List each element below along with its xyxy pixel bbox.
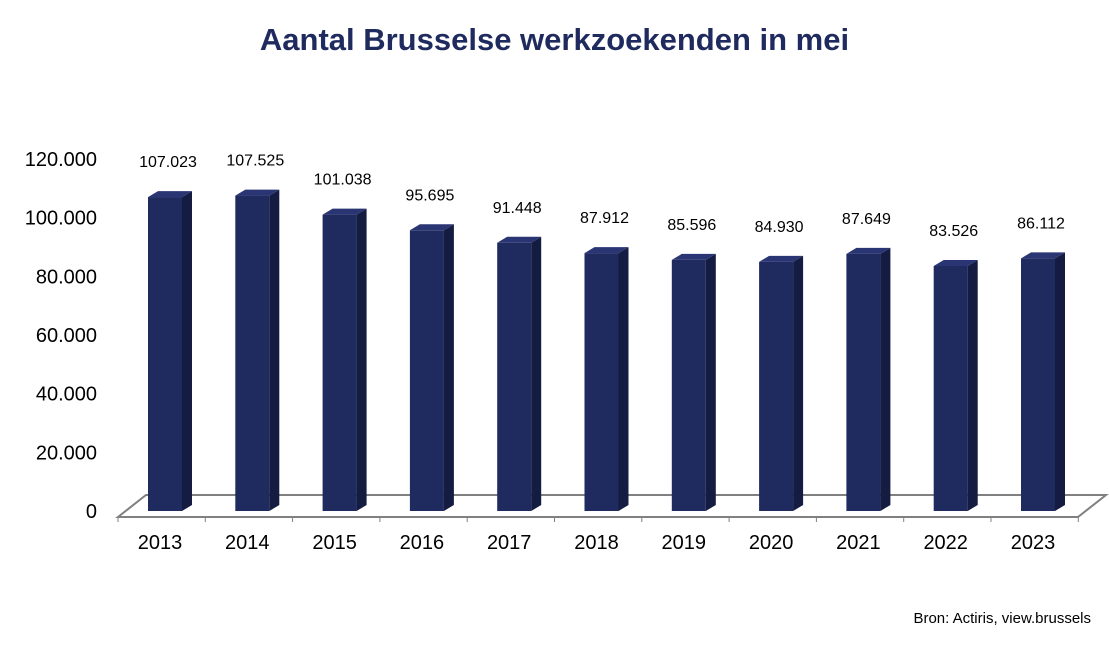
bar-top [933, 259, 978, 266]
y-tick-label: 20.000 [36, 442, 97, 464]
chart-title: Aantal Brusselse werkzoekenden in mei [259, 22, 850, 57]
bar-top [1021, 252, 1065, 259]
bar-top [584, 247, 629, 254]
bar-side [967, 259, 978, 511]
bar-front [409, 230, 444, 511]
data-label: 84.930 [755, 219, 804, 236]
bar-2016 [409, 224, 454, 511]
bars [148, 189, 1065, 512]
x-tick-label: 2019 [662, 532, 707, 554]
data-label: 87.649 [842, 211, 891, 228]
bar-front [148, 197, 182, 512]
y-tick-label: 120.000 [25, 149, 97, 171]
x-tick-label: 2015 [312, 532, 357, 554]
bar-2022 [933, 259, 978, 511]
y-tick-label: 0 [86, 501, 97, 523]
bar-top [235, 189, 280, 196]
y-tick-label: 40.000 [36, 384, 97, 406]
data-label: 95.695 [405, 187, 454, 204]
data-label: 91.448 [493, 200, 542, 217]
bar-2023 [1021, 252, 1065, 512]
bar-side [880, 247, 891, 511]
bar-2021 [846, 247, 891, 511]
data-label: 85.596 [667, 217, 716, 234]
bar-2018 [584, 247, 629, 511]
bar-side [182, 191, 192, 512]
data-label: 101.038 [314, 172, 372, 189]
bar-front [322, 214, 357, 511]
bar-side [793, 255, 804, 511]
bar-2019 [671, 253, 716, 511]
x-tick-label: 2022 [923, 532, 968, 554]
bar-front [1021, 258, 1055, 511]
bar-top [409, 224, 454, 231]
data-label: 107.023 [139, 154, 197, 171]
bar-2020 [759, 255, 804, 511]
y-tick-label: 100.000 [25, 208, 97, 230]
bar-front [497, 242, 532, 511]
source-note: Bron: Actiris, view.brussels [913, 610, 1091, 627]
data-label: 107.525 [226, 153, 284, 170]
y-tick-label: 80.000 [36, 266, 97, 288]
bar-front [671, 259, 706, 511]
bar-top [322, 208, 367, 215]
x-tick-label: 2013 [138, 532, 183, 554]
bar-front [235, 195, 270, 512]
bar-2014 [235, 189, 280, 512]
bar-front [933, 265, 968, 511]
y-tick-label: 60.000 [36, 325, 97, 347]
x-tick-label: 2014 [225, 532, 270, 554]
bar-top [671, 253, 716, 260]
x-tick-label: 2017 [487, 532, 532, 554]
x-tick-label: 2021 [836, 532, 881, 554]
bar-2015 [322, 208, 367, 511]
data-label: 86.112 [1017, 215, 1065, 232]
bar-side [1055, 252, 1065, 512]
bar-top [497, 236, 542, 243]
data-labels: 107.023 107.525 101.038 95.695 91.448 87.912 8… [139, 153, 1065, 240]
bar-side [443, 224, 454, 511]
y-axis: 0 20.000 40.000 60.000 80.000 100.000 120.000 [25, 149, 97, 523]
bar-front [759, 261, 794, 511]
bar-2013 [148, 191, 192, 512]
x-tick-label: 2020 [749, 532, 794, 554]
x-tick-label: 2016 [400, 532, 445, 554]
data-label: 83.526 [929, 223, 978, 240]
data-label: 87.912 [580, 210, 629, 227]
x-tick-label: 2018 [574, 532, 619, 554]
bar-side [618, 247, 629, 511]
x-tick-label: 2023 [1011, 532, 1056, 554]
bar-top [759, 255, 804, 262]
bar-side [705, 253, 716, 511]
bar-side [356, 208, 367, 511]
bar-front [584, 253, 619, 511]
x-axis-labels: 2013 2014 2015 2016 2017 2018 2019 2020 2021 2022… [138, 532, 1056, 554]
bar-side [531, 236, 542, 511]
bar-front [846, 253, 881, 511]
bar-2017 [497, 236, 542, 511]
bar-top [148, 191, 192, 198]
bar-side [269, 189, 280, 512]
bar-top [846, 247, 891, 254]
